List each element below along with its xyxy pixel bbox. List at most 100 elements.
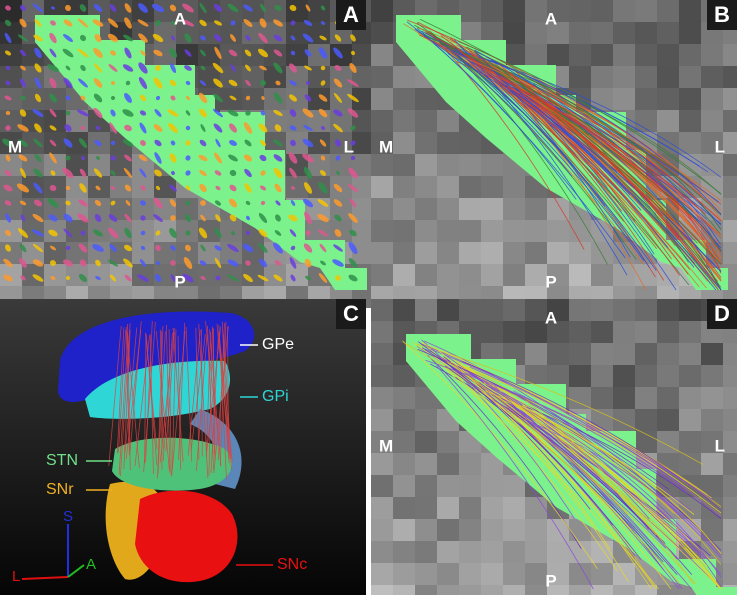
tensor-glyph <box>199 80 207 86</box>
voxel <box>679 110 701 132</box>
tensor-glyph <box>320 260 326 266</box>
tensor-glyph <box>227 3 239 13</box>
tensor-glyph <box>47 64 59 72</box>
voxel <box>503 264 525 286</box>
tensor-glyph <box>155 244 161 252</box>
voxel <box>0 242 22 264</box>
tensor-glyph <box>124 227 132 239</box>
orientation-bottom: P <box>174 272 185 291</box>
tensor-glyph <box>243 4 253 12</box>
tensor-glyph <box>304 94 312 102</box>
tensor-glyph <box>2 138 14 148</box>
tensor-glyph <box>93 48 103 58</box>
tensor-glyph <box>153 197 163 209</box>
voxel <box>286 66 308 88</box>
voxel <box>132 198 154 220</box>
tensor-glyph <box>155 95 161 101</box>
tensor-glyph <box>63 77 73 89</box>
voxel <box>0 220 22 242</box>
voxel <box>242 22 264 44</box>
tensor-glyph <box>78 273 88 283</box>
voxel <box>569 365 591 387</box>
tensor-glyph <box>185 155 191 161</box>
voxel <box>547 22 569 44</box>
fiber <box>172 328 184 462</box>
tensor-glyph <box>274 183 282 193</box>
tensor-glyph <box>350 140 356 146</box>
tensor-glyph <box>124 47 132 59</box>
panel: A M L P B <box>371 0 737 308</box>
tensor-glyph <box>169 79 177 87</box>
voxel <box>635 66 657 88</box>
tensor-glyph <box>33 182 43 194</box>
tensor-glyph <box>80 34 86 42</box>
tensor-glyph <box>78 199 88 207</box>
fiber <box>195 327 200 460</box>
tensor-glyph <box>49 152 57 164</box>
tensor-glyph <box>32 213 44 223</box>
voxel <box>657 66 679 88</box>
fiber <box>485 390 695 515</box>
tensor-glyph <box>77 48 89 58</box>
voxel <box>66 132 88 154</box>
voxel <box>547 365 569 387</box>
tensor-glyph <box>290 20 296 26</box>
tensor-glyph <box>4 230 12 236</box>
tensor-glyph <box>243 273 253 283</box>
tensor-glyph <box>212 108 224 118</box>
axis-lateral <box>21 576 69 580</box>
tensor-glyph <box>350 155 356 161</box>
voxel <box>569 387 591 409</box>
tensor-glyph <box>168 123 178 133</box>
fiber <box>502 74 722 230</box>
tensor-glyph <box>170 215 176 221</box>
voxel <box>393 110 415 132</box>
tensor-glyph <box>31 229 45 237</box>
fiber <box>417 341 591 510</box>
tensor-glyph <box>317 213 329 223</box>
tensor-glyph <box>169 62 177 74</box>
fiber <box>474 49 722 249</box>
fiber <box>129 321 142 452</box>
voxel <box>459 497 481 519</box>
voxel <box>481 264 503 286</box>
fiber <box>177 335 181 470</box>
tensor-glyph <box>65 4 71 12</box>
tensor-glyph <box>245 200 251 206</box>
tensor-glyph <box>32 3 44 13</box>
tensor-glyph <box>107 259 119 267</box>
tensor-glyph <box>137 274 149 282</box>
voxel <box>393 242 415 264</box>
voxel <box>371 154 393 176</box>
voxel <box>723 198 737 220</box>
tensor-glyph <box>110 50 116 56</box>
voxel <box>22 132 44 154</box>
tensor-glyph <box>155 65 161 71</box>
voxel <box>264 110 286 132</box>
fiber <box>495 75 722 253</box>
fiber <box>421 347 666 544</box>
tensor-glyph <box>155 185 161 191</box>
fiber <box>528 87 722 252</box>
tensor-glyph <box>350 34 356 42</box>
tensor-glyph <box>110 95 116 101</box>
tensor-glyph <box>350 50 356 56</box>
voxel <box>503 22 525 44</box>
voxel <box>371 585 393 595</box>
voxel <box>635 365 657 387</box>
voxel <box>459 585 481 595</box>
voxel <box>393 264 415 286</box>
tensor-glyph <box>169 199 177 207</box>
fiber <box>155 331 170 471</box>
fiber <box>212 328 216 462</box>
voxel <box>547 343 569 365</box>
structure-label: SNc <box>277 556 307 573</box>
orientation-left: M <box>8 137 22 156</box>
voxel <box>393 431 415 453</box>
voxel <box>330 154 352 176</box>
voxel <box>393 387 415 409</box>
tensor-glyph <box>347 79 359 87</box>
voxel <box>393 453 415 475</box>
voxel <box>371 365 393 387</box>
voxel <box>66 264 88 286</box>
